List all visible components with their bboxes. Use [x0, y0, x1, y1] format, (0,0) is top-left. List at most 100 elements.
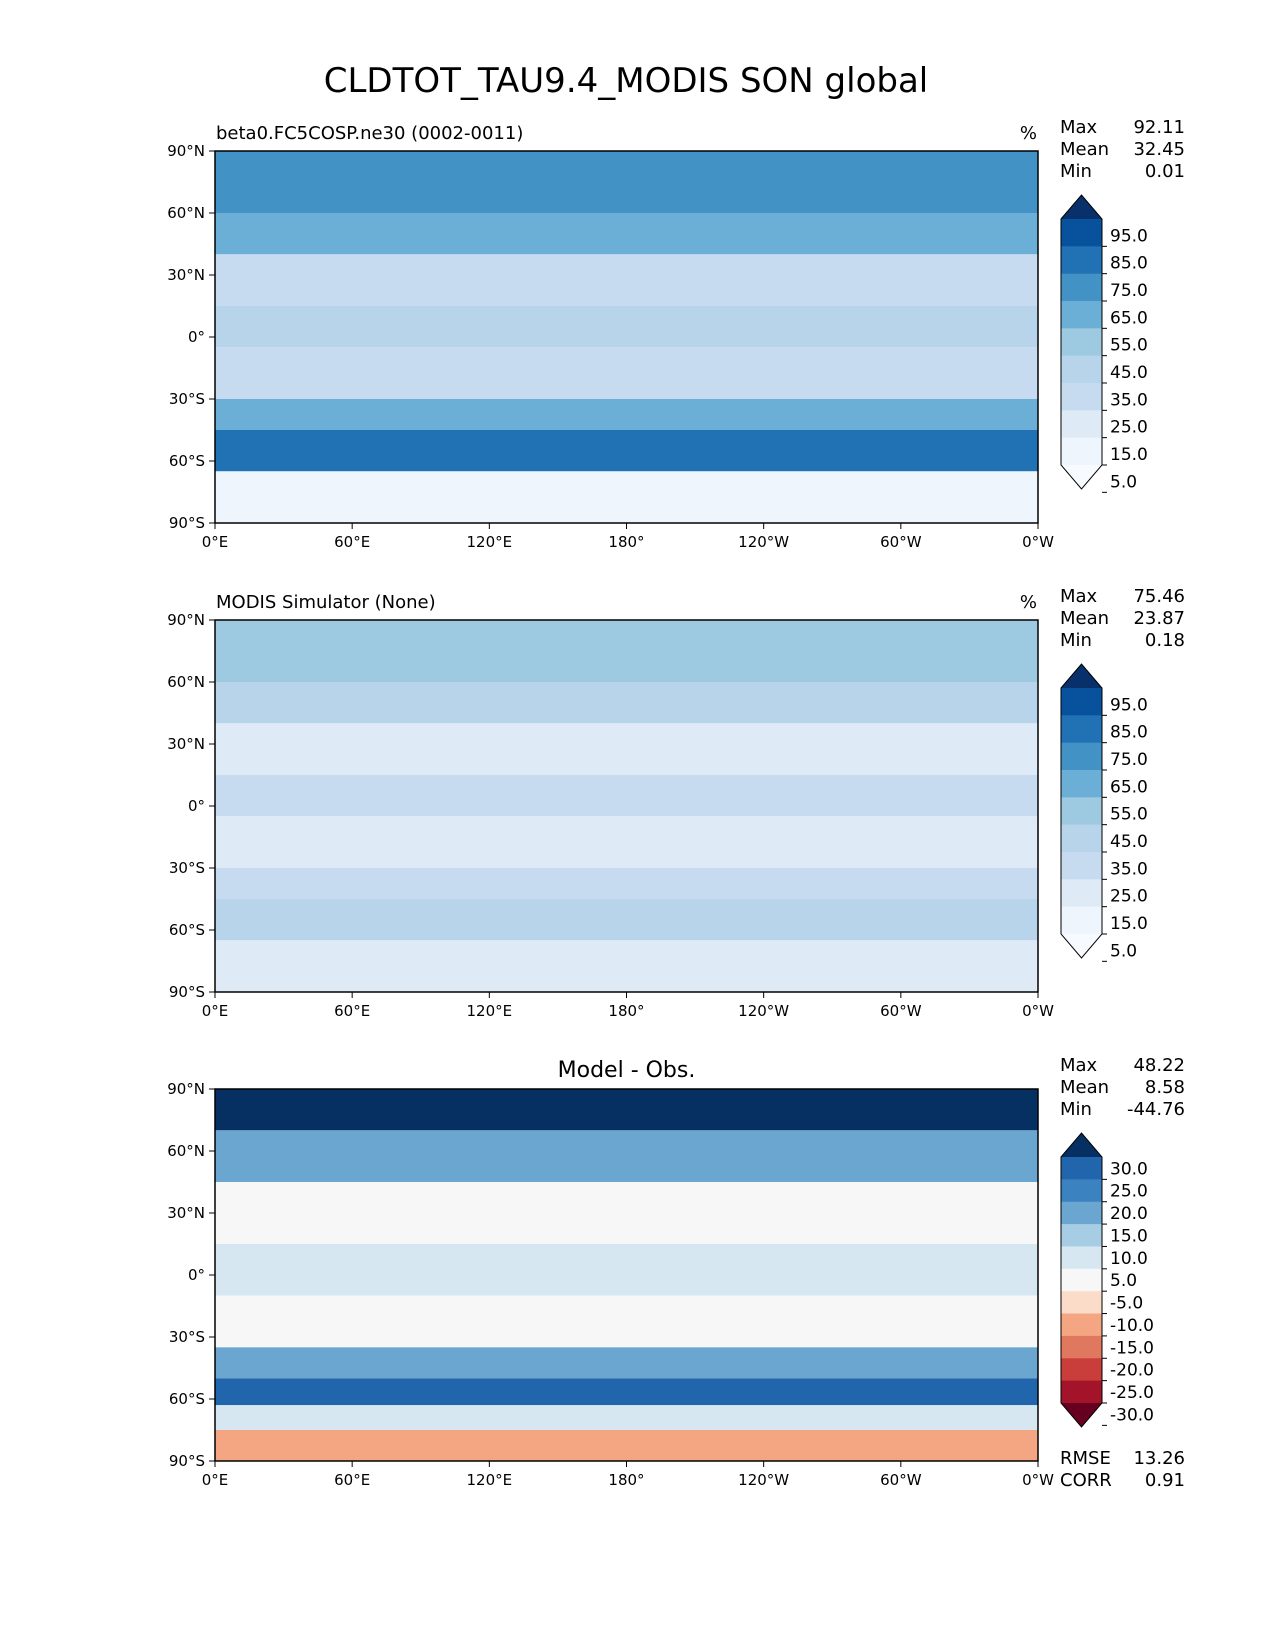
x-tick-label: 0°W — [1022, 1471, 1054, 1489]
y-tick-label: 60°N — [167, 1142, 205, 1160]
colorbar-extend-top — [1061, 1133, 1102, 1157]
field-band-8 — [215, 940, 1038, 992]
y-tick-label: 90°N — [167, 1080, 205, 1098]
stat-value-min: -44.76 — [1127, 1099, 1185, 1120]
stat-value-corr: 0.91 — [1145, 1470, 1185, 1491]
y-tick-label: 30°S — [169, 859, 205, 877]
stat-label-max: Max — [1060, 586, 1098, 607]
y-tick-label: 60°N — [167, 204, 205, 222]
colorbar-segment — [1061, 301, 1102, 329]
y-tick-label: 0° — [188, 328, 205, 346]
colorbar-segment — [1061, 328, 1102, 357]
map-field — [215, 1089, 1038, 1461]
colorbar-segment — [1061, 219, 1102, 247]
colorbar-label: 65.0 — [1110, 777, 1148, 797]
stat-label-min: Min — [1060, 161, 1092, 182]
colorbar-segment — [1061, 906, 1102, 935]
stat-value-rmse: 13.26 — [1133, 1448, 1185, 1469]
colorbar-segment — [1061, 1380, 1102, 1404]
colorbar-label: 35.0 — [1110, 859, 1148, 879]
stat-label-corr: CORR — [1060, 1470, 1112, 1491]
colorbar-segment — [1061, 742, 1102, 771]
field-band-3 — [215, 723, 1038, 775]
y-tick-label: 60°S — [169, 1390, 205, 1408]
stat-value-min: 0.01 — [1145, 161, 1185, 182]
x-tick-label: 0°E — [202, 1471, 229, 1489]
y-tick-label: 30°S — [169, 390, 205, 408]
x-tick-label: 60°W — [880, 533, 922, 551]
stat-label-mean: Mean — [1060, 608, 1109, 629]
colorbar-label: 65.0 — [1110, 308, 1148, 328]
x-tick-label: 0°E — [202, 533, 229, 551]
colorbar-segment — [1061, 1157, 1102, 1180]
colorbar-extend-top — [1061, 195, 1102, 219]
colorbar-segment — [1061, 1179, 1102, 1203]
colorbar-segment — [1061, 355, 1102, 384]
y-tick-label: 0° — [188, 797, 205, 815]
stat-value-max: 48.22 — [1133, 1055, 1185, 1076]
colorbar-extend-bottom — [1061, 465, 1102, 489]
field-band-6 — [215, 399, 1038, 430]
map-panel-2: 0°E 60°E 120°E 180° 120°W 60°W 0°W 90°N 60°N 30°N… — [167, 586, 1185, 1020]
map-panel-1: 0°E 60°E 120°E 180° 120°W 60°W 0°W 90°N 60°N 30°N… — [167, 117, 1185, 551]
x-tick-label: 120°E — [467, 533, 513, 551]
field-band-9 — [215, 1430, 1038, 1461]
y-tick-label: 0° — [188, 1266, 205, 1284]
colorbar-segment — [1061, 1358, 1102, 1382]
stat-value-min: 0.18 — [1145, 630, 1185, 651]
panel-title: Model - Obs. — [558, 1058, 696, 1083]
colorbar-label: 55.0 — [1110, 336, 1148, 356]
y-tick-label: 60°N — [167, 673, 205, 691]
field-band-3 — [215, 254, 1038, 306]
colorbar-segment — [1061, 383, 1102, 411]
colorbar-label: 5.0 — [1110, 472, 1137, 492]
colorbar-label: 45.0 — [1110, 363, 1148, 383]
colorbar-segment — [1061, 1268, 1102, 1292]
colorbar-label: 20.0 — [1110, 1204, 1148, 1224]
panel-units: % — [1020, 592, 1037, 613]
colorbar-label: 35.0 — [1110, 390, 1148, 410]
colorbar-segment — [1061, 770, 1102, 798]
colorbar: 95.0 85.0 75.0 65.0 55.0 45.0 35.0 25.0 15.0 5.0 — [1060, 663, 1148, 962]
x-tick-label: 0°E — [202, 1002, 229, 1020]
x-tick-label: 60°E — [334, 1471, 370, 1489]
map-field — [215, 620, 1038, 992]
colorbar-segment — [1061, 1246, 1102, 1270]
colorbar-label: 15.0 — [1110, 445, 1148, 465]
y-tick-label: 90°S — [169, 983, 205, 1001]
x-tick-label: 180° — [608, 1002, 644, 1020]
stat-label-rmse: RMSE — [1060, 1448, 1111, 1469]
y-tick-label: 60°S — [169, 921, 205, 939]
colorbar-extend-bottom — [1061, 934, 1102, 958]
stat-label-mean: Mean — [1060, 139, 1109, 160]
colorbar-label: 95.0 — [1110, 695, 1148, 715]
colorbar-label: 45.0 — [1110, 832, 1148, 852]
colorbar-label: 10.0 — [1110, 1249, 1148, 1269]
colorbar-label: 5.0 — [1110, 1271, 1137, 1291]
y-tick-label: 30°N — [167, 1204, 205, 1222]
field-band-4 — [215, 775, 1038, 817]
colorbar-segment — [1061, 1224, 1102, 1247]
colorbar-segment — [1061, 1313, 1102, 1337]
field-band-1 — [215, 620, 1038, 682]
stat-value-mean: 32.45 — [1133, 139, 1185, 160]
y-tick-label: 90°N — [167, 142, 205, 160]
x-tick-label: 120°W — [738, 533, 789, 551]
colorbar-segment — [1061, 879, 1102, 908]
colorbar: 95.0 85.0 75.0 65.0 55.0 45.0 35.0 25.0 15.0 5.0 — [1060, 194, 1148, 493]
colorbar-segment — [1061, 688, 1102, 716]
x-tick-label: 60°E — [334, 1002, 370, 1020]
stat-label-max: Max — [1060, 1055, 1098, 1076]
colorbar-extend-top — [1061, 664, 1102, 688]
colorbar-segment — [1061, 1291, 1102, 1315]
x-tick-label: 60°W — [880, 1471, 922, 1489]
y-tick-label: 30°S — [169, 1328, 205, 1346]
field-band-4 — [215, 1244, 1038, 1296]
colorbar-segment — [1061, 852, 1102, 880]
field-band-2 — [215, 1130, 1038, 1182]
field-band-2 — [215, 682, 1038, 724]
colorbar-label: -15.0 — [1110, 1338, 1154, 1358]
field-band-3 — [215, 1182, 1038, 1244]
colorbar-segment — [1061, 824, 1102, 853]
